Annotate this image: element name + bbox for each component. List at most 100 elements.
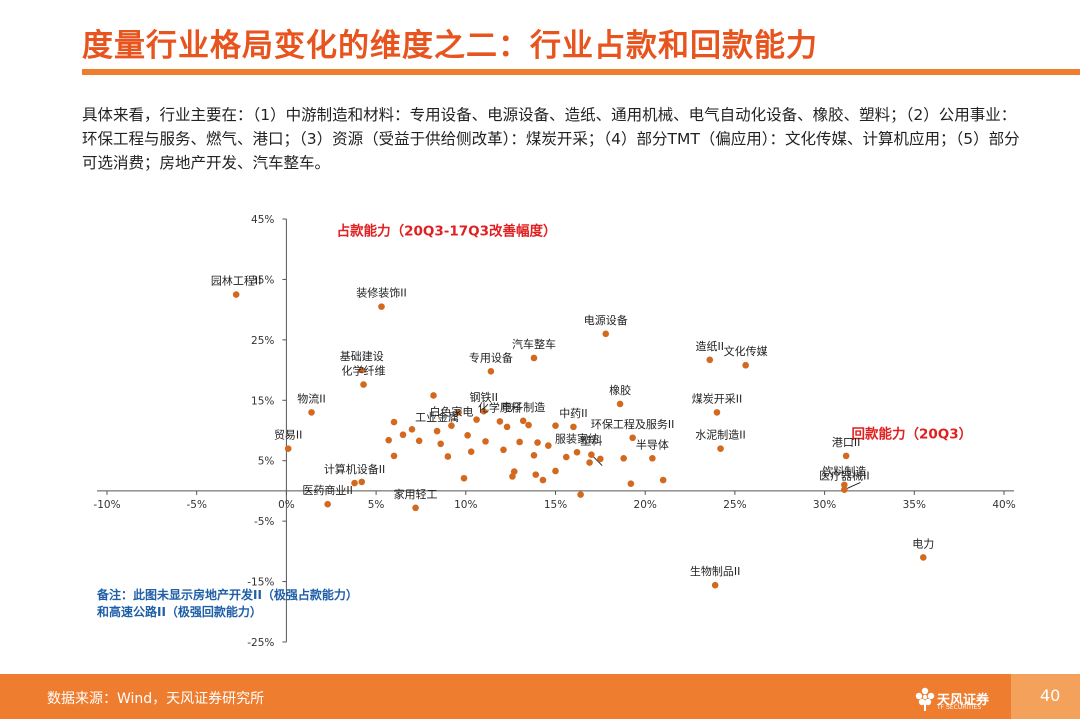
title-rule	[82, 69, 1080, 75]
data-point-label: 造纸II	[696, 339, 725, 353]
data-point	[503, 423, 511, 431]
data-point-label: 橡胶	[609, 383, 631, 397]
data-point-label: 专用设备	[469, 350, 513, 364]
data-point	[385, 436, 392, 444]
data-point-label: 钢铁II	[469, 391, 498, 404]
data-point	[455, 409, 462, 416]
y-tick-label: 35%	[251, 274, 274, 286]
data-point	[545, 442, 552, 449]
data-point	[627, 480, 635, 487]
data-point	[358, 478, 366, 486]
data-point	[532, 471, 540, 478]
data-point-label: 生物制品II	[690, 564, 741, 578]
data-point	[378, 303, 385, 310]
data-point	[324, 500, 331, 508]
intro-text: 具体来看，行业主要在：（1）中游制造和材料：专用设备、电源设备、造纸、通用机械、…	[82, 106, 1020, 172]
data-point	[597, 455, 604, 463]
y-tick-label: -15%	[247, 577, 274, 589]
data-point	[496, 418, 504, 425]
scatter-chart: -10% -5% 0% 5% 10% 15% 20% 25% 30% 35% 40% 45% 35% 25…	[93, 214, 1015, 649]
data-point	[711, 581, 719, 589]
note-line-2: 和高速公路II（极强回款能力）	[97, 605, 262, 619]
data-point-label: 家用轻工	[394, 487, 438, 501]
x-tick-label: 40%	[992, 499, 1015, 511]
x-tick-label: -10%	[93, 499, 120, 511]
data-point-label: 文化传媒	[724, 344, 768, 358]
data-point	[717, 445, 724, 452]
data-point-label: 中药II	[559, 407, 588, 420]
data-point	[430, 392, 437, 399]
data-point-label: 环保工程及服务II	[591, 417, 675, 431]
page-number: 40	[1040, 686, 1061, 705]
data-point	[742, 361, 749, 369]
data-point	[399, 431, 407, 439]
y-tick-label: 25%	[251, 335, 274, 347]
data-point	[473, 416, 480, 423]
data-point	[588, 451, 595, 458]
data-point	[620, 454, 627, 462]
data-point	[562, 453, 570, 461]
data-point	[509, 473, 516, 480]
logo-subtext: TF SECURITIES	[937, 704, 982, 711]
y-tick-label: -25%	[247, 637, 274, 649]
data-point-label: 园林工程II	[211, 274, 262, 288]
data-point	[412, 504, 419, 512]
chart-note: 备注：此图未显示房地产开发II（极强占款能力） 和高速公路II（极强回款能力）	[97, 587, 358, 621]
data-point-label: 计算机设备II	[324, 462, 386, 476]
x-tick-label: 10%	[454, 499, 477, 511]
data-point-label: 医药商业II	[302, 483, 353, 497]
note-line-1: 备注：此图未显示房地产开发II（极强占款能力）	[97, 588, 358, 602]
data-point-label: 服装家纺	[555, 431, 599, 445]
data-point	[602, 330, 610, 338]
y-tick-label: 45%	[251, 214, 274, 226]
data-point	[467, 448, 475, 455]
y-axis-title: 占款能力（20Q3-17Q3改善幅度）	[337, 222, 557, 239]
footer-bar	[0, 674, 1080, 719]
data-point-label: 医疗器械II	[819, 469, 870, 483]
data-point	[530, 451, 538, 459]
data-point	[616, 400, 624, 408]
data-point	[552, 467, 559, 475]
data-point	[232, 291, 240, 298]
x-tick-label: 20%	[634, 499, 657, 511]
data-point	[487, 367, 495, 375]
data-point-label: 物流II	[297, 391, 326, 405]
data-point	[659, 476, 667, 484]
data-point	[358, 366, 366, 374]
page-title: 度量行业格局变化的维度之二：行业占款和回款能力	[82, 28, 818, 64]
data-point-label: 汽车整车	[512, 337, 556, 351]
x-tick-label: 35%	[903, 499, 926, 511]
x-tick-label: 15%	[544, 499, 567, 511]
data-point	[519, 417, 527, 425]
data-point-label: 电子制造	[501, 400, 545, 414]
data-point	[539, 476, 547, 484]
page-number-box	[1011, 674, 1080, 719]
data-point	[534, 439, 541, 446]
data-point	[408, 425, 416, 433]
data-point	[649, 454, 656, 462]
data-point	[415, 437, 423, 445]
data-point	[482, 438, 489, 445]
data-point	[577, 491, 584, 498]
data-point	[390, 452, 398, 460]
x-tick-label: 25%	[723, 499, 746, 511]
data-point	[573, 448, 581, 456]
data-point	[530, 354, 538, 362]
data-point-label: 装修装饰II	[356, 286, 407, 300]
data-point-label: 饮料制造	[822, 464, 866, 478]
data-point-label: 电源设备	[584, 313, 628, 327]
data-point-label: 半导体	[636, 437, 669, 451]
data-point	[308, 409, 315, 416]
data-point-label: 港口II	[832, 436, 861, 449]
data-point	[433, 427, 441, 435]
data-point	[841, 486, 848, 494]
data-point-label: 电力	[912, 537, 934, 550]
data-point-label: 贸易II	[274, 429, 303, 442]
data-point-label: 工业金属	[415, 410, 459, 424]
y-tick-label: -5%	[254, 516, 274, 528]
data-point	[448, 422, 455, 429]
y-tick-label: 15%	[251, 395, 274, 407]
data-point	[460, 474, 468, 482]
data-point	[842, 452, 850, 460]
data-point-label: 塑料	[580, 434, 602, 448]
